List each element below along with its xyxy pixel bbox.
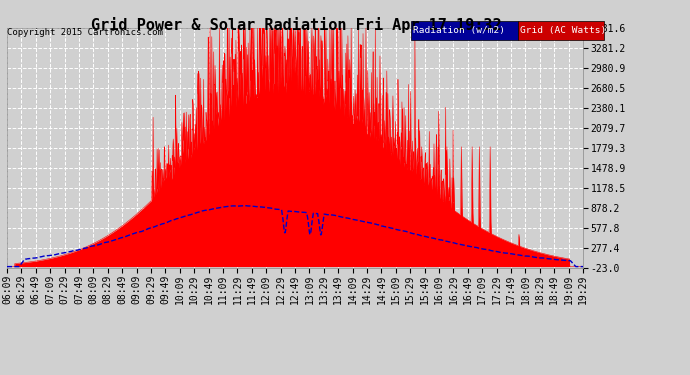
Text: Grid Power & Solar Radiation Fri Apr 17 19:32: Grid Power & Solar Radiation Fri Apr 17 … bbox=[91, 17, 502, 33]
Text: Grid (AC Watts): Grid (AC Watts) bbox=[520, 26, 607, 35]
Text: Radiation (w/m2): Radiation (w/m2) bbox=[413, 26, 505, 35]
Text: Copyright 2015 Cartronics.com: Copyright 2015 Cartronics.com bbox=[7, 28, 163, 37]
